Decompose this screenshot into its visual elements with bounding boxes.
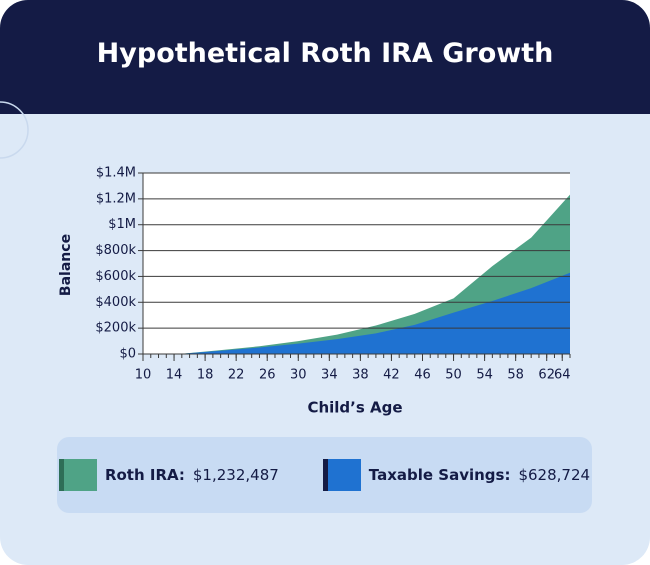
legend-entry: Roth IRA: $1,232,487	[58, 459, 279, 491]
legend-swatch-strip	[322, 459, 328, 491]
chart-title: Hypothetical Roth IRA Growth	[96, 38, 554, 69]
legend-label: Roth IRA:	[104, 466, 185, 484]
x-tick-label: 46	[414, 368, 431, 383]
x-tick-label: 30	[290, 368, 307, 383]
legend-label: Taxable Savings:	[368, 466, 511, 484]
x-tick-label: 50	[445, 368, 462, 383]
x-tick-label: 38	[352, 368, 369, 383]
y-tick-label: $1M	[108, 217, 136, 232]
x-tick-label: 64	[554, 368, 571, 383]
legend-total: $1,232,487	[192, 466, 279, 484]
area	[143, 272, 570, 354]
x-tick-label: 54	[476, 368, 493, 383]
y-axis-label: Balance	[58, 234, 74, 296]
x-tick-label: 42	[383, 368, 400, 383]
x-tick-label: 14	[166, 368, 183, 383]
legend: Roth IRA: $1,232,487 Taxable Savings: $628,…	[57, 437, 592, 513]
y-tick-label: $800k	[95, 243, 136, 258]
x-tick-label: 62	[538, 368, 555, 383]
legend-swatch-strip	[58, 459, 64, 491]
x-tick-label: 34	[321, 368, 338, 383]
decoration	[0, 101, 29, 159]
legend-swatch	[322, 459, 361, 491]
y-tick-label: $600k	[95, 269, 136, 284]
x-axis-label: Child’s Age	[307, 399, 402, 417]
y-tick-label: $1.4M	[96, 166, 136, 181]
y-tick-label: $200k	[95, 321, 136, 336]
x-tick-label: 26	[259, 368, 276, 383]
x-tick-label: 58	[507, 368, 524, 383]
x-tick-label: 22	[228, 368, 245, 383]
header: Hypothetical Roth IRA Growth	[0, 0, 650, 114]
y-tick-label: $1.2M	[96, 191, 136, 206]
legend-swatch	[58, 459, 97, 491]
x-tick-label: 18	[197, 368, 214, 383]
legend-total: $628,724	[518, 466, 591, 484]
y-tick-label: $400k	[95, 295, 136, 310]
x-tick-label: 10	[135, 368, 152, 383]
legend-entry: Taxable Savings: $628,724	[322, 459, 591, 491]
y-tick-label: $0	[119, 347, 136, 362]
chart: Balance Child’s Age $0 $200k $400k $600k $80…	[0, 101, 571, 417]
